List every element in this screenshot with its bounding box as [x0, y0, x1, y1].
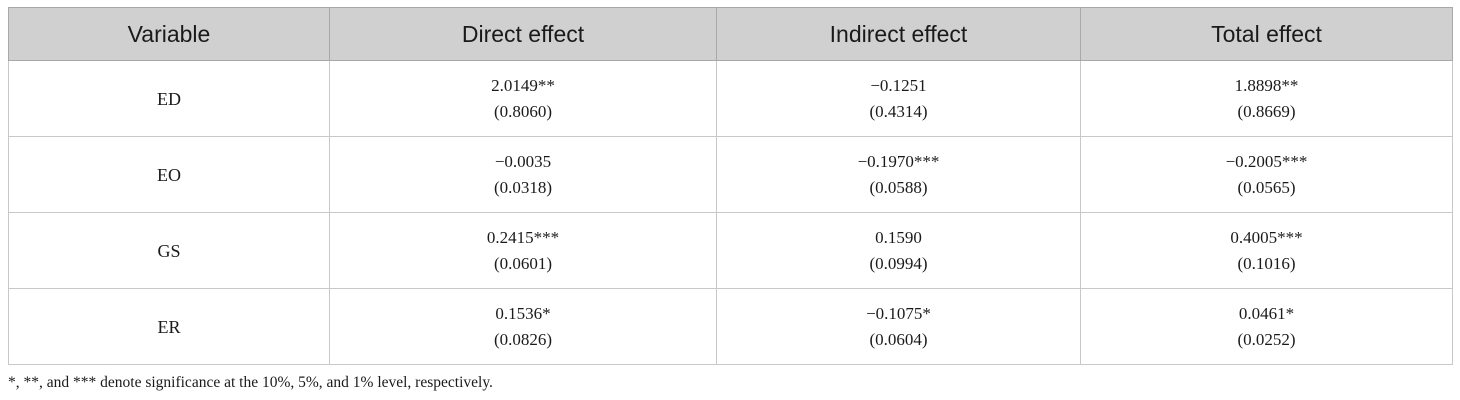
standard-error: (0.8669) [1237, 101, 1296, 121]
indirect-effect-cell: −0.1251 (0.4314) [716, 60, 1081, 137]
header-row: Variable Direct effect Indirect effect T… [8, 7, 1453, 61]
direct-effect-cell: −0.0035 (0.0318) [329, 136, 717, 213]
coefficient: −0.2005*** [1225, 151, 1308, 171]
standard-error: (0.0604) [869, 329, 928, 349]
coefficient: 0.4005*** [1230, 227, 1303, 247]
variable-cell: ED [8, 60, 330, 137]
effects-table: Variable Direct effect Indirect effect T… [8, 7, 1453, 365]
standard-error: (0.0318) [493, 177, 553, 197]
header-indirect-effect: Indirect effect [716, 7, 1081, 61]
coefficient: 0.1590 [875, 227, 922, 247]
header-variable: Variable [8, 7, 330, 61]
table-footnote: *, **, and *** denote significance at th… [8, 374, 493, 391]
variable-cell: GS [8, 212, 330, 289]
total-effect-cell: 1.8898** (0.8669) [1080, 60, 1453, 137]
coefficient: 0.1536* [495, 303, 551, 323]
table-row-gs: GS 0.2415*** (0.0601) 0.1590 (0.0994) 0.… [8, 212, 1453, 289]
standard-error: (0.1016) [1237, 253, 1296, 273]
variable-cell: EO [8, 136, 330, 213]
standard-error: (0.0252) [1237, 329, 1296, 349]
coefficient: 1.8898** [1234, 75, 1299, 95]
table-row-eo: EO −0.0035 (0.0318) −0.1970*** (0.0588) … [8, 136, 1453, 213]
table-body: ED 2.0149** (0.8060) −0.1251 (0.4314) 1.… [8, 60, 1453, 365]
coefficient: −0.0035 [494, 151, 552, 171]
table-row-er: ER 0.1536* (0.0826) −0.1075* (0.0604) 0.… [8, 288, 1453, 365]
coefficient: 2.0149** [491, 75, 555, 95]
coefficient: 0.0461* [1238, 303, 1295, 323]
standard-error: (0.0588) [869, 177, 928, 197]
standard-error: (0.0601) [493, 253, 553, 273]
effects-table-container: Variable Direct effect Indirect effect T… [8, 7, 1453, 365]
total-effect-cell: 0.4005*** (0.1016) [1080, 212, 1453, 289]
direct-effect-cell: 0.2415*** (0.0601) [329, 212, 717, 289]
header-total-effect: Total effect [1080, 7, 1453, 61]
direct-effect-cell: 0.1536* (0.0826) [329, 288, 717, 365]
standard-error: (0.0826) [493, 329, 553, 349]
indirect-effect-cell: −0.1970*** (0.0588) [716, 136, 1081, 213]
indirect-effect-cell: −0.1075* (0.0604) [716, 288, 1081, 365]
standard-error: (0.0994) [869, 253, 928, 273]
total-effect-cell: −0.2005*** (0.0565) [1080, 136, 1453, 213]
total-effect-cell: 0.0461* (0.0252) [1080, 288, 1453, 365]
coefficient: 0.2415*** [486, 227, 560, 247]
coefficient: −0.1251 [870, 75, 927, 95]
indirect-effect-cell: 0.1590 (0.0994) [716, 212, 1081, 289]
coefficient: −0.1970*** [857, 151, 940, 171]
standard-error: (0.8060) [493, 101, 553, 121]
header-direct-effect: Direct effect [329, 7, 717, 61]
table-header: Variable Direct effect Indirect effect T… [8, 7, 1453, 61]
standard-error: (0.4314) [869, 101, 928, 121]
standard-error: (0.0565) [1237, 177, 1296, 197]
coefficient: −0.1075* [866, 303, 931, 323]
variable-cell: ER [8, 288, 330, 365]
direct-effect-cell: 2.0149** (0.8060) [329, 60, 717, 137]
table-row-ed: ED 2.0149** (0.8060) −0.1251 (0.4314) 1.… [8, 60, 1453, 137]
